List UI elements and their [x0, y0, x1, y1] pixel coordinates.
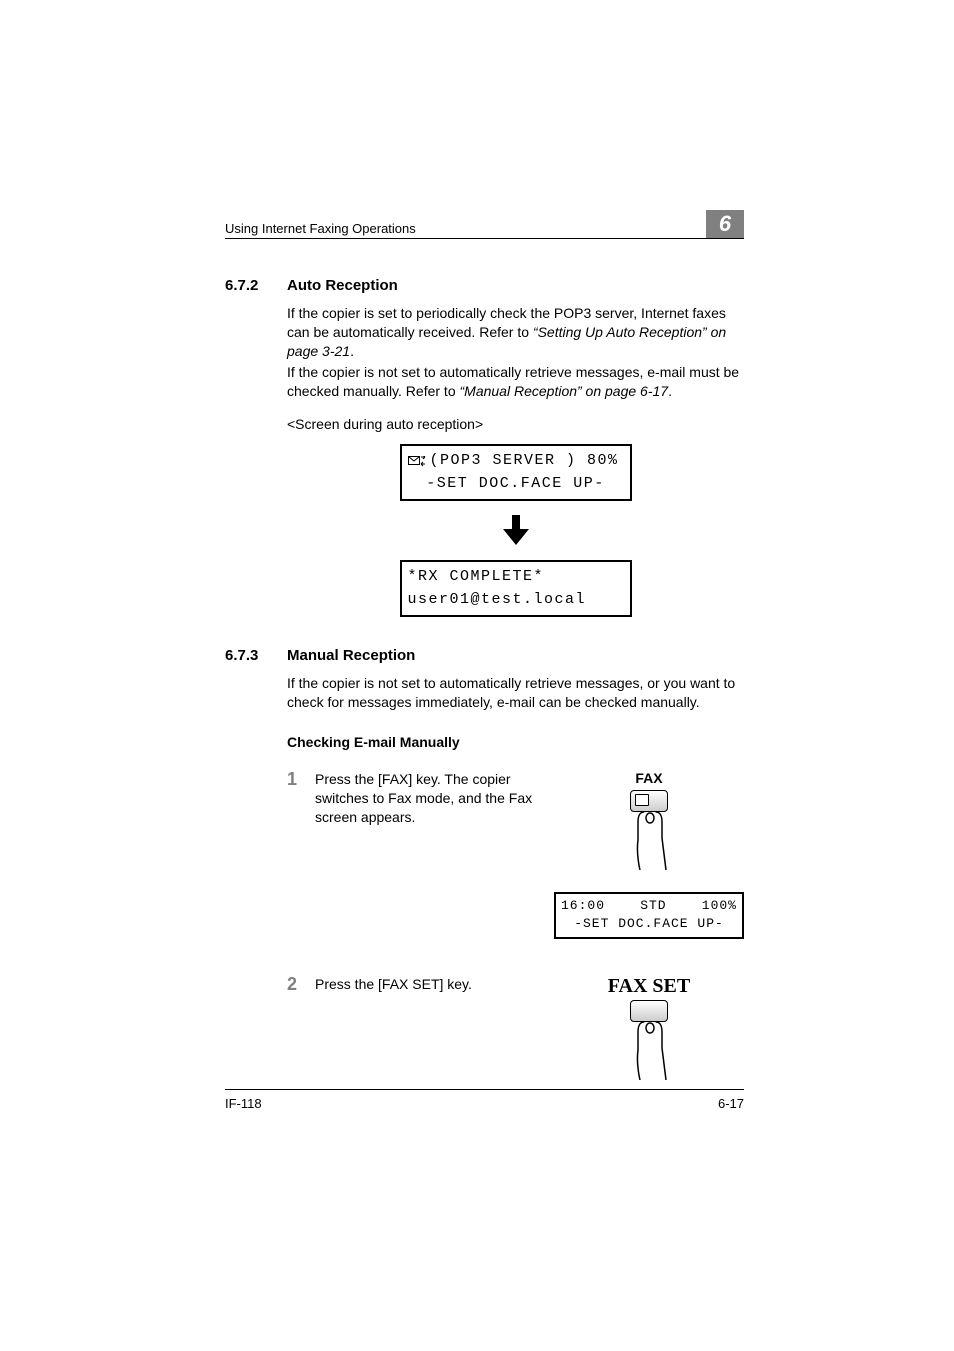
lcd-line: *RX COMPLETE*: [408, 566, 624, 589]
cross-reference: “Manual Reception” on page 6-17: [460, 383, 669, 399]
text: .: [668, 383, 672, 399]
lcd-time: 16:00: [561, 897, 605, 915]
step-text: Press the [FAX SET] key.: [315, 975, 554, 1080]
section-title: Manual Reception: [287, 647, 415, 664]
mail-transfer-icon: [408, 456, 426, 468]
footer-right: 6-17: [718, 1096, 744, 1111]
lcd-percent: 100%: [702, 897, 737, 915]
lcd-line: -SET DOC.FACE UP-: [561, 915, 737, 933]
lcd-text: *RX COMPLETE*: [408, 566, 545, 589]
faxset-key-button: [630, 1000, 668, 1022]
auto-paragraph-2: If the copier is not set to automaticall…: [287, 363, 744, 401]
lcd-line: 16:00 STD 100%: [561, 897, 737, 915]
arrow-down-icon: [503, 515, 529, 550]
lcd-screen-1: (POP3 SERVER ) 80% -SET DOC.FACE UP-: [400, 444, 632, 501]
section-title: Auto Reception: [287, 277, 398, 294]
lcd-line: (POP3 SERVER ) 80%: [408, 450, 624, 473]
step-number: 2: [287, 975, 315, 1080]
fax-key-label: FAX: [635, 770, 662, 786]
faxset-key-label: FAX SET: [608, 975, 690, 998]
hand-press-icon: [626, 1020, 672, 1080]
lcd-text: (POP3 SERVER ) 80%: [430, 450, 619, 473]
footer-left: IF-118: [225, 1096, 262, 1111]
screen-caption: <Screen during auto reception>: [287, 416, 744, 432]
lcd-text: -SET DOC.FACE UP-: [574, 915, 724, 933]
page-footer: IF-118 6-17: [225, 1089, 744, 1111]
step-1: 1 Press the [FAX] key. The copier switch…: [225, 770, 744, 938]
running-title: Using Internet Faxing Operations: [225, 221, 706, 236]
step-text: Press the [FAX] key. The copier switches…: [315, 770, 554, 938]
step-number: 1: [287, 770, 315, 938]
procedure-subheading: Checking E-mail Manually: [287, 734, 744, 750]
section-heading-manual: 6.7.3 Manual Reception: [225, 647, 744, 664]
lcd-screen-2: *RX COMPLETE* user01@test.local: [400, 560, 632, 617]
page-header: Using Internet Faxing Operations 6: [225, 210, 744, 239]
lcd-mode: STD: [640, 897, 666, 915]
chapter-number-box: 6: [706, 210, 744, 238]
manual-paragraph: If the copier is not set to automaticall…: [287, 674, 744, 712]
section-number: 6.7.2: [225, 277, 287, 294]
fax-key-button: [630, 790, 668, 812]
hand-press-icon: [626, 810, 672, 870]
text: If the copier is not set to automaticall…: [287, 675, 735, 710]
section-number: 6.7.3: [225, 647, 287, 664]
lcd-text: user01@test.local: [408, 589, 587, 612]
document-page: Using Internet Faxing Operations 6 6.7.2…: [0, 0, 954, 1351]
step-2: 2 Press the [FAX SET] key. FAX SET: [225, 975, 744, 1080]
lcd-sequence: (POP3 SERVER ) 80% -SET DOC.FACE UP- *RX…: [287, 444, 744, 617]
step-graphic: FAX SET: [554, 975, 744, 1080]
text: .: [350, 343, 354, 359]
step-graphic: FAX 16:00 STD 100% -SET DOC.FACE UP-: [554, 770, 744, 938]
lcd-text: -SET DOC.FACE UP-: [426, 473, 605, 496]
lcd-line: -SET DOC.FACE UP-: [408, 473, 624, 496]
lcd-line: user01@test.local: [408, 589, 624, 612]
section-heading-auto: 6.7.2 Auto Reception: [225, 277, 744, 294]
auto-paragraph-1: If the copier is set to periodically che…: [287, 304, 744, 361]
lcd-screen-step1: 16:00 STD 100% -SET DOC.FACE UP-: [554, 892, 744, 938]
